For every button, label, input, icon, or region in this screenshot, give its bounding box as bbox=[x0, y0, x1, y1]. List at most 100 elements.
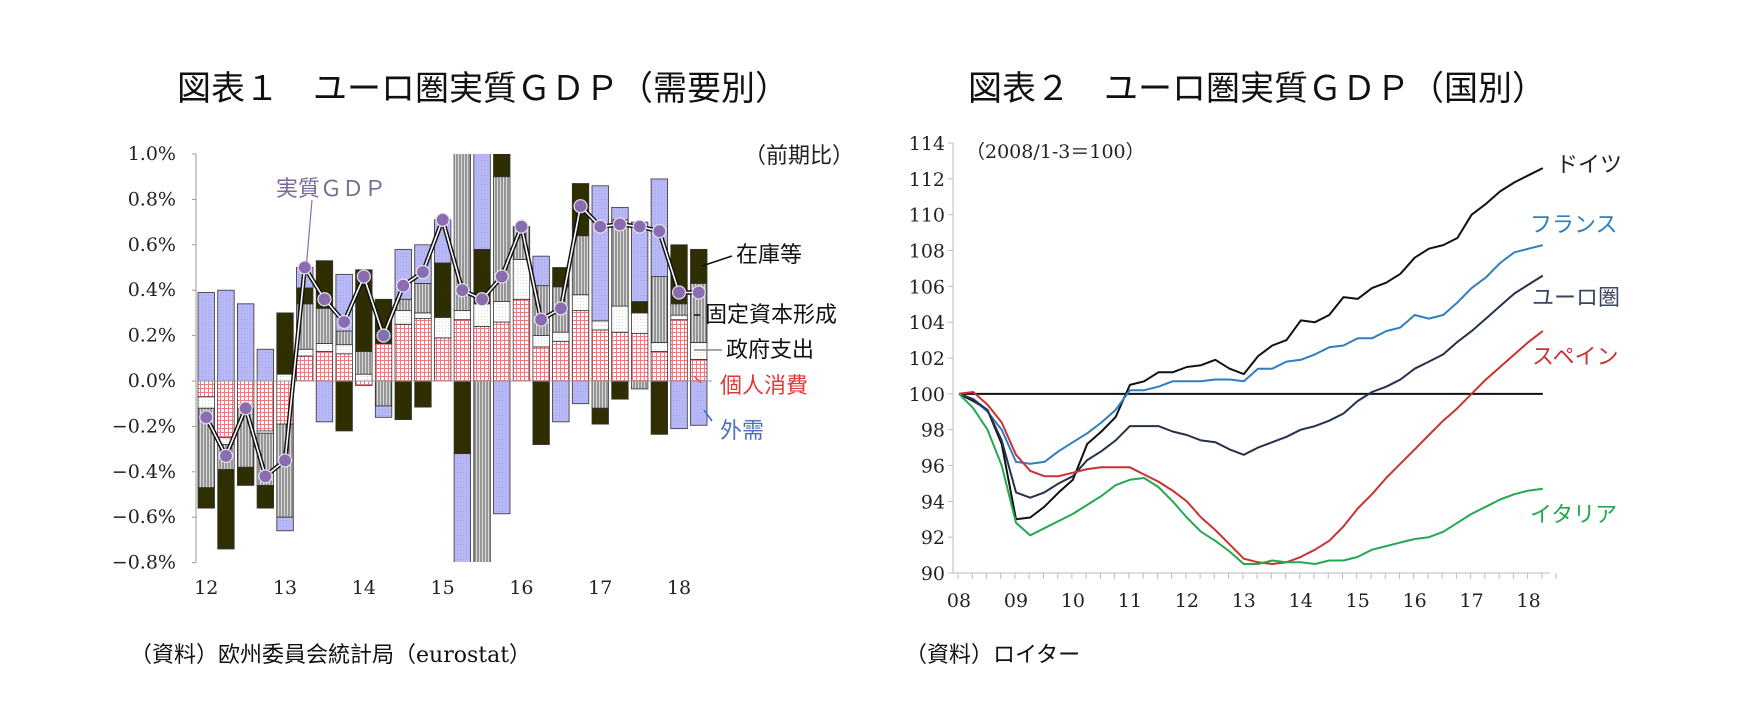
bar-consumption bbox=[650, 351, 668, 382]
bar-inventory bbox=[236, 466, 255, 486]
legend-eurozone: ユーロ圏 bbox=[1532, 286, 1620, 311]
gdp-point bbox=[593, 219, 608, 234]
bar-consumption bbox=[552, 340, 570, 382]
y-tick-label: −0.6% bbox=[112, 506, 176, 528]
bar-external bbox=[453, 453, 472, 562]
bar-inventory bbox=[532, 380, 550, 445]
bar-investment bbox=[276, 423, 294, 518]
bar-consumption bbox=[670, 319, 688, 382]
bar-government bbox=[512, 259, 531, 300]
y-tick-label: 98 bbox=[921, 420, 945, 442]
legend-consumption-arrow bbox=[693, 375, 702, 384]
bar-government bbox=[493, 301, 511, 323]
bar-external bbox=[552, 380, 570, 423]
bar-inventory bbox=[493, 154, 511, 178]
bar-external bbox=[571, 380, 590, 405]
gdp-point bbox=[396, 278, 411, 293]
bar-inventory bbox=[690, 248, 708, 284]
y-tick-label: 0.6% bbox=[128, 234, 176, 256]
x-tick-label: 18 bbox=[667, 577, 691, 599]
gdp-point bbox=[553, 301, 568, 316]
y-tick-label: −0.8% bbox=[112, 552, 176, 574]
bar-consumption bbox=[512, 298, 531, 382]
bar-consumption bbox=[296, 355, 314, 382]
x-tick-label: 08 bbox=[947, 590, 971, 612]
bar-consumption bbox=[611, 331, 629, 382]
bar-inventory bbox=[611, 380, 629, 400]
x-tick-label: 11 bbox=[1118, 590, 1142, 612]
chart1-x-axis: 12 13 14 15 16 17 18 bbox=[194, 577, 691, 599]
y-tick-label: 110 bbox=[909, 205, 945, 227]
gdp-point bbox=[415, 264, 431, 280]
bar-inventory bbox=[394, 380, 412, 420]
chart1-gdp-line bbox=[199, 199, 706, 484]
bar-inventory bbox=[335, 380, 353, 432]
y-tick-label: 112 bbox=[909, 169, 945, 191]
bar-investment bbox=[670, 303, 688, 316]
bar-investment bbox=[650, 276, 668, 343]
bar-government bbox=[335, 344, 353, 355]
bar-external bbox=[690, 380, 708, 426]
bar-investment bbox=[374, 380, 393, 407]
gdp-point bbox=[297, 260, 312, 275]
bar-government bbox=[532, 335, 550, 348]
bar-consumption bbox=[473, 326, 491, 382]
bar-consumption bbox=[591, 329, 609, 382]
y-tick-label: 94 bbox=[921, 491, 945, 513]
line-germany bbox=[958, 167, 1544, 521]
bar-consumption bbox=[197, 380, 215, 398]
bar-external bbox=[591, 185, 609, 322]
bar-consumption bbox=[394, 323, 412, 382]
bar-consumption bbox=[532, 346, 550, 382]
bar-government bbox=[631, 312, 649, 334]
bar-external bbox=[670, 380, 688, 430]
y-tick-label: 92 bbox=[921, 527, 945, 549]
x-tick-label: 16 bbox=[509, 577, 533, 599]
legend-germany: ドイツ bbox=[1556, 153, 1622, 178]
legend-italy: イタリア bbox=[1530, 503, 1617, 528]
bar-inventory bbox=[217, 469, 235, 550]
bar-external bbox=[493, 380, 511, 515]
x-tick-label: 09 bbox=[1004, 590, 1028, 612]
bar-external bbox=[217, 289, 235, 382]
y-tick-label: −0.2% bbox=[112, 415, 176, 437]
line-eurozone bbox=[958, 274, 1544, 499]
y-tick-label: 0.4% bbox=[128, 279, 176, 301]
bar-government bbox=[453, 310, 472, 321]
gdp-point bbox=[573, 199, 588, 214]
gdp-point bbox=[258, 469, 273, 484]
gdp-point bbox=[356, 269, 371, 284]
gdp-point bbox=[671, 285, 687, 300]
gdp-point bbox=[317, 292, 332, 307]
bar-consumption bbox=[493, 321, 511, 382]
bar-government bbox=[315, 343, 334, 352]
y-tick-label: 90 bbox=[921, 563, 945, 585]
x-tick-label: 18 bbox=[1517, 590, 1541, 612]
bar-consumption bbox=[335, 353, 353, 382]
legend-gov: 政府支出 bbox=[726, 338, 814, 363]
bar-consumption bbox=[433, 337, 452, 382]
legend-external-arrow bbox=[703, 409, 713, 422]
bar-consumption bbox=[315, 351, 334, 382]
bar-inventory bbox=[591, 407, 609, 425]
y-tick-label: 106 bbox=[909, 276, 945, 298]
chart1-bars bbox=[197, 154, 712, 562]
x-tick-label: 13 bbox=[273, 577, 297, 599]
bar-government bbox=[670, 314, 688, 321]
y-tick-label: 1.0% bbox=[128, 143, 176, 165]
line-italy bbox=[958, 393, 1543, 565]
x-tick-label: 17 bbox=[588, 577, 612, 599]
bar-investment bbox=[473, 380, 491, 562]
bar-inventory bbox=[296, 287, 314, 305]
legend-spain: スペイン bbox=[1532, 345, 1618, 370]
gdp-point bbox=[218, 448, 234, 464]
legend-external: 外需 bbox=[720, 419, 764, 444]
bar-investment bbox=[414, 282, 432, 314]
y-tick-label: 102 bbox=[909, 348, 945, 370]
bar-consumption bbox=[256, 380, 275, 432]
y-tick-label: 100 bbox=[909, 384, 945, 406]
bar-investment bbox=[591, 380, 609, 409]
bar-inventory bbox=[631, 301, 649, 314]
gdp-point bbox=[435, 212, 450, 227]
